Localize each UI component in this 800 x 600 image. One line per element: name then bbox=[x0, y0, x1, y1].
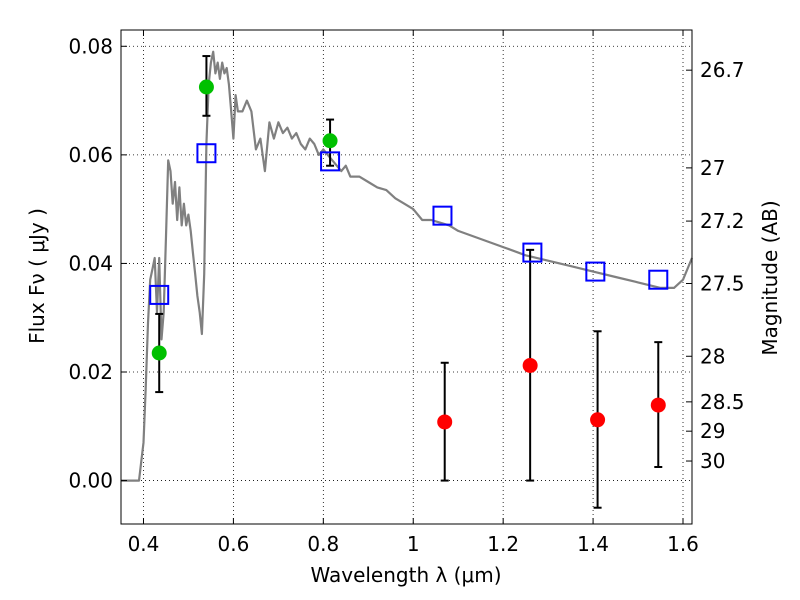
model-photometry-square bbox=[149, 284, 170, 305]
y-tick-label: 0.02 bbox=[68, 360, 113, 384]
model-spectrum-line bbox=[121, 50, 694, 482]
model-spectrum bbox=[121, 50, 694, 482]
red-data-point bbox=[522, 357, 538, 373]
model-photometry-square bbox=[585, 261, 606, 282]
magnitude-tick-label: 26.7 bbox=[700, 58, 745, 82]
green-data-point bbox=[198, 79, 214, 95]
green-data-point bbox=[322, 133, 338, 149]
model-photometry-square bbox=[522, 242, 543, 263]
green-data-point bbox=[151, 345, 167, 361]
model-photometry-square bbox=[196, 143, 217, 164]
x-tick-label: 1.4 bbox=[577, 532, 609, 556]
red-data-point bbox=[650, 397, 666, 413]
y-axis-label: Flux Fν ( μJy ) bbox=[25, 208, 49, 344]
magnitude-tick-label: 27.5 bbox=[700, 272, 745, 296]
magnitude-tick-label: 28.5 bbox=[700, 390, 745, 414]
x-axis-ticks: 0.4 0.6 0.8 1 1.2 1.4 1.6 bbox=[128, 30, 699, 556]
y-tick-label: 0.04 bbox=[68, 251, 113, 275]
y-tick-label: 0.06 bbox=[68, 143, 113, 167]
plot-frame bbox=[120, 29, 693, 525]
magnitude-axis-label: Magnitude (AB) bbox=[758, 200, 782, 355]
x-tick-label: 1.6 bbox=[667, 532, 699, 556]
red-data-point bbox=[437, 414, 453, 430]
magnitude-tick-label: 28 bbox=[700, 344, 725, 368]
y-axis-ticks: 0.00 0.02 0.04 0.06 0.08 bbox=[68, 34, 127, 493]
magnitude-tick-label: 30 bbox=[700, 449, 725, 473]
data-markers bbox=[149, 79, 669, 430]
magnitude-axis-ticks: 26.7 27 27.2 27.5 28 28.5 29 30 bbox=[686, 58, 745, 473]
x-tick-label: 1.2 bbox=[487, 532, 519, 556]
x-tick-label: 0.4 bbox=[128, 532, 160, 556]
magnitude-tick-label: 27 bbox=[700, 156, 725, 180]
red-data-point bbox=[590, 412, 606, 428]
magnitude-tick-label: 29 bbox=[700, 419, 725, 443]
x-axis-label: Wavelength λ (μm) bbox=[310, 563, 501, 587]
x-tick-label: 0.8 bbox=[307, 532, 339, 556]
model-photometry-square bbox=[320, 151, 341, 172]
magnitude-tick-label: 27.2 bbox=[700, 209, 745, 233]
model-photometry-square bbox=[648, 269, 669, 290]
y-tick-label: 0.08 bbox=[68, 34, 113, 58]
x-tick-label: 0.6 bbox=[217, 532, 249, 556]
model-photometry-square bbox=[432, 205, 453, 226]
y-tick-label: 0.00 bbox=[68, 469, 113, 493]
x-tick-label: 1 bbox=[407, 532, 420, 556]
